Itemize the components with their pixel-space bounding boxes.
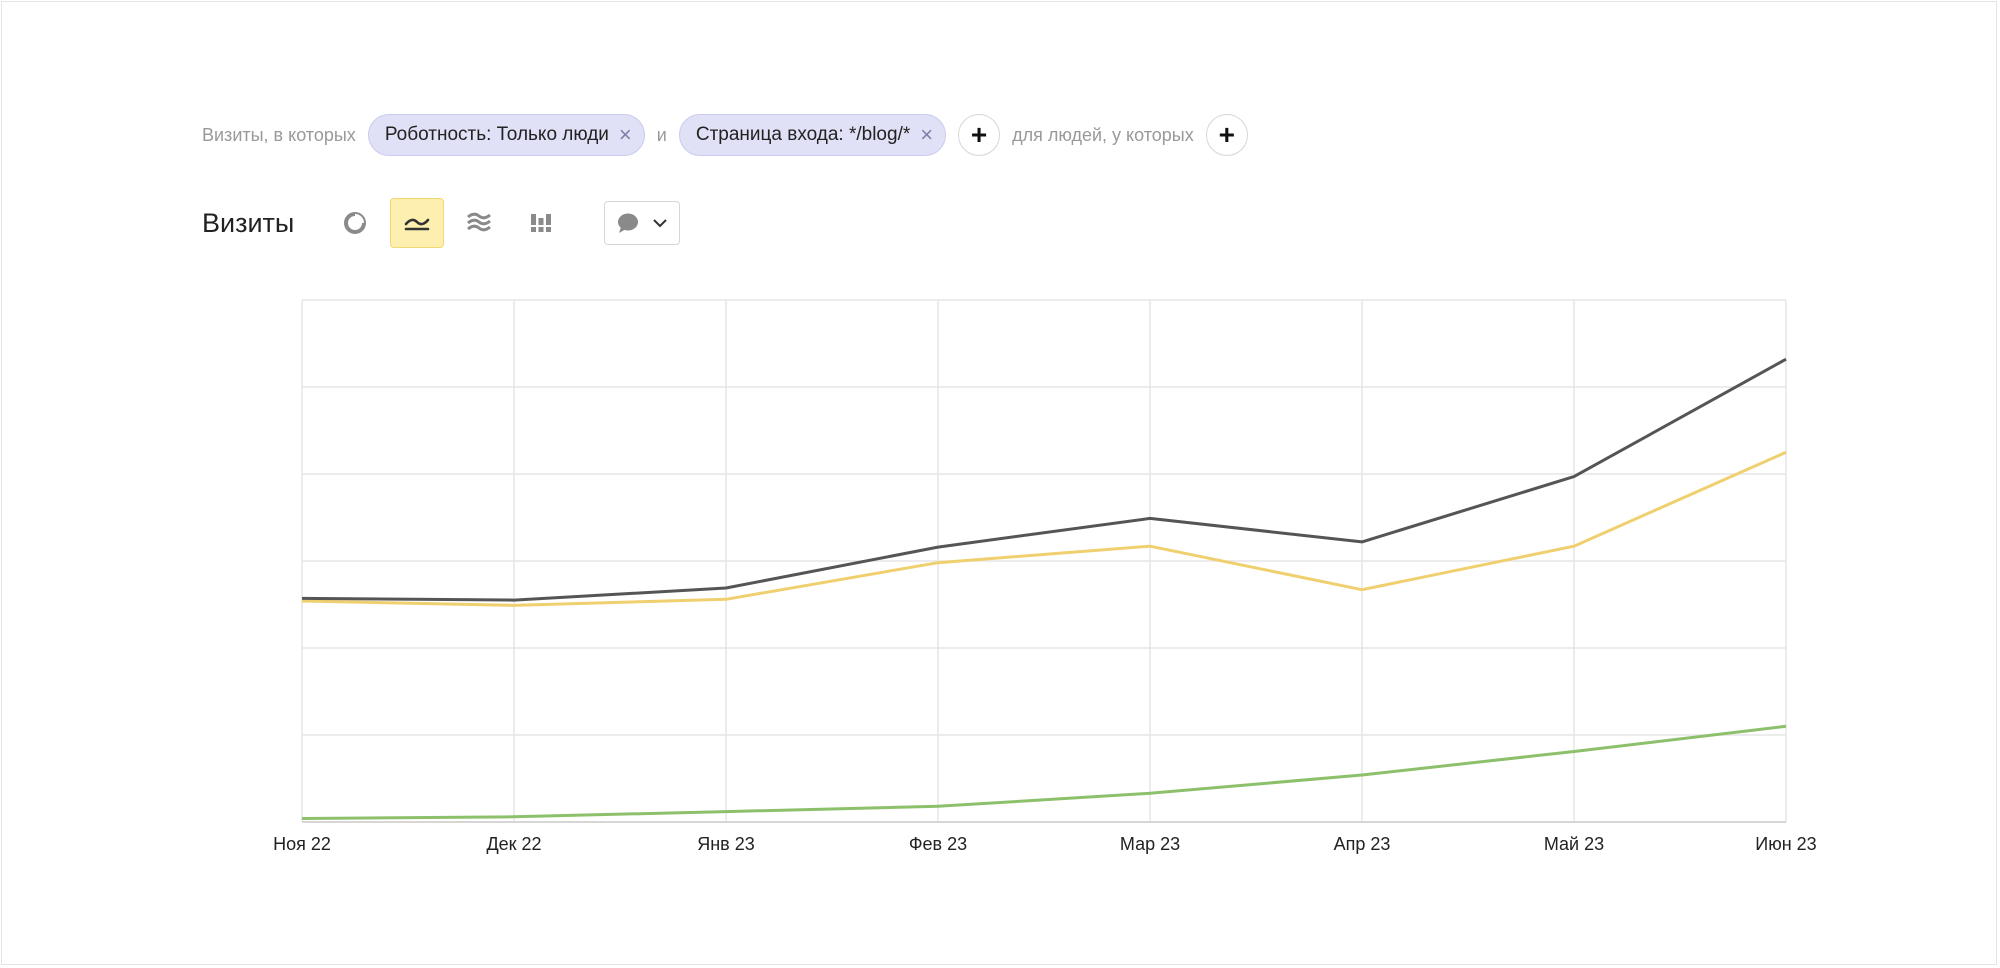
plus-icon: + [1218, 119, 1235, 150]
chart-toolbar: Визиты [202, 198, 681, 248]
series-line [301, 724, 1787, 820]
plus-icon: + [970, 119, 988, 150]
series-line [301, 357, 1787, 602]
speech-bubble-icon [618, 213, 639, 233]
chevron-down-icon [653, 219, 668, 228]
series-line [301, 450, 1787, 607]
line-chart-icon [405, 218, 430, 231]
filter-chip-label: Страница входа: */blog/* [695, 124, 911, 145]
add-people-condition-button[interactable]: + [1205, 114, 1248, 156]
view-bar-button[interactable] [514, 198, 568, 248]
segment-filter-bar: Визиты, в которых Роботность: Только люд… [202, 112, 1248, 158]
filter-prefix: Визиты, в которых [202, 124, 356, 145]
people-condition-text: для людей, у которых [1012, 124, 1194, 145]
x-tick-label: Апр 23 [1334, 834, 1391, 854]
x-tick-label: Янв 23 [697, 834, 755, 854]
filter-chip-robotness[interactable]: Роботность: Только люди × [367, 114, 645, 156]
x-tick-label: Ноя 22 [273, 834, 331, 854]
x-tick-label: Фев 23 [909, 834, 967, 854]
close-icon[interactable]: × [920, 122, 934, 147]
x-tick-label: Июн 23 [1755, 834, 1816, 854]
comments-dropdown[interactable] [604, 201, 681, 245]
view-pie-button[interactable] [328, 198, 382, 248]
x-tick-label: Мар 23 [1120, 834, 1180, 854]
x-tick-label: Дек 22 [486, 834, 541, 854]
area-chart-icon [467, 212, 492, 232]
pie-chart-icon [344, 212, 367, 234]
x-tick-label: Май 23 [1544, 834, 1604, 854]
chart-title: Визиты [202, 207, 295, 238]
add-visit-condition-button[interactable]: + [958, 114, 1001, 156]
view-area-button[interactable] [452, 198, 506, 248]
filter-chip-label: Роботность: Только люди [384, 124, 609, 145]
view-line-button[interactable] [390, 198, 445, 248]
close-icon[interactable]: × [618, 122, 632, 147]
bar-chart-icon [531, 214, 552, 232]
filter-chip-entry-page[interactable]: Страница входа: */blog/* × [678, 114, 947, 156]
filter-conjunction: и [656, 124, 667, 145]
